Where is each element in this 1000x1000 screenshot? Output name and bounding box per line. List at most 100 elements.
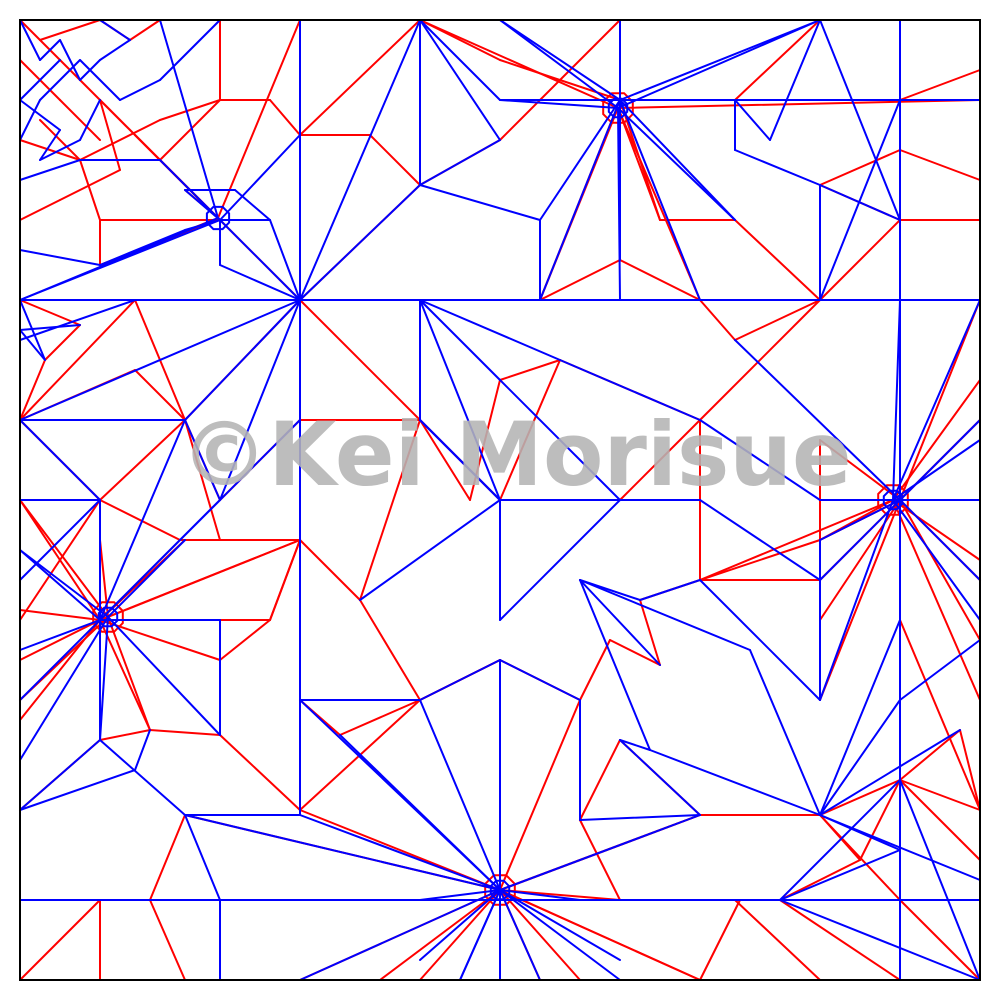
valley-crease [39,129,61,161]
valley-crease [819,699,901,816]
mountain-hub [92,601,124,633]
mountain-crease [734,899,821,981]
valley-crease [19,549,101,621]
valley-crease [19,299,301,421]
mountain-crease [19,619,101,661]
valley-crease [619,99,701,301]
mountain-crease [419,419,471,501]
valley-crease [539,99,621,301]
valley-crease [39,139,81,161]
valley-crease [19,299,46,361]
valley-crease [19,549,109,618]
mountain-crease [299,299,421,421]
mountain-crease [499,59,621,101]
valley-crease [499,19,621,101]
valley-crease [184,419,221,501]
mountain-crease [899,149,981,181]
valley-crease [419,139,501,186]
mountain-crease [499,889,581,981]
valley-crease [99,19,131,41]
mountain-crease [219,619,271,661]
valley-crease [699,499,821,581]
valley-crease [359,499,501,601]
valley-crease [892,299,981,501]
valley-crease [499,379,621,501]
valley-crease [499,889,621,981]
mountain-crease [539,259,621,301]
valley-crease [99,739,186,816]
valley-crease [499,19,619,109]
valley-crease [579,814,701,821]
mountain-crease [19,139,81,161]
valley-crease [419,299,501,501]
valley-crease [419,19,501,101]
valley-crease [19,619,101,701]
valley-crease [639,579,701,601]
mountain-crease [269,539,301,621]
valley-crease [99,616,109,741]
valley-crease [734,339,901,501]
mountain-crease [99,619,151,731]
mountain-crease [39,119,81,161]
mountain-crease [99,729,151,741]
mountain-crease [159,99,221,161]
valley-crease [419,299,501,381]
valley-crease [119,79,161,101]
mountain-crease [19,299,81,326]
valley-crease [459,889,501,981]
mountain-crease [59,99,101,141]
valley-crease [619,19,821,101]
mountain-crease [619,419,701,501]
mountain-crease [617,107,661,221]
valley-crease [579,579,751,651]
mountain-crease [619,259,701,301]
valley-crease [19,299,136,341]
mountain-crease [59,169,121,201]
valley-crease [299,19,421,301]
valley-crease [699,579,821,701]
valley-crease [819,729,961,816]
valley-crease [134,729,151,771]
valley-crease [819,19,901,221]
valley-crease [499,99,619,109]
valley-crease [819,499,901,541]
mountain-crease [99,619,221,661]
valley-crease [159,19,221,81]
valley-crease [539,99,621,221]
valley-hub [97,606,119,628]
valley-crease [219,134,301,221]
valley-crease [184,814,501,891]
valley-crease [19,769,136,811]
valley-crease [499,889,621,961]
valley-crease [779,849,901,901]
mountain-crease [99,99,121,171]
valley-crease [819,619,901,816]
valley-hub [607,97,629,119]
valley-crease [419,419,501,501]
mountain-crease [149,729,221,736]
valley-crease [819,184,901,221]
valley-crease [617,107,736,221]
mountain-crease [19,499,109,618]
valley-crease [649,749,821,816]
valley-crease [79,59,101,81]
mountain-crease [699,299,736,341]
valley-crease [19,419,101,501]
valley-crease [899,499,981,581]
valley-crease [419,184,541,221]
paper-border [19,19,981,981]
valley-crease [559,359,701,421]
mountain-crease [819,219,901,301]
mountain-crease [617,99,981,109]
valley-crease [779,779,901,901]
mountain-crease [499,359,561,381]
mountain-crease [379,889,501,981]
mountain-crease [899,729,961,781]
valley-crease [99,39,131,61]
valley-crease [892,299,901,501]
valley-crease [59,39,81,81]
valley-crease [19,99,41,141]
valley-hub [882,489,904,511]
mountain-crease [579,639,611,701]
watermark-text: ©Kei Morisue [180,403,851,506]
